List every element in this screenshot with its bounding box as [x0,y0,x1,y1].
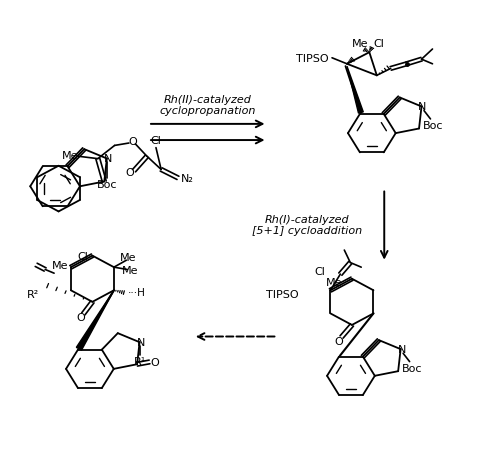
Text: Cl: Cl [314,267,325,277]
Text: ···H: ···H [128,288,146,298]
Text: R²: R² [26,290,39,300]
Text: Cl: Cl [150,136,162,146]
Text: Me: Me [326,279,343,288]
Text: Me: Me [120,253,136,263]
Text: R¹: R¹ [134,357,145,366]
Text: Boc: Boc [422,121,443,131]
Text: Boc: Boc [402,364,422,373]
Text: Me: Me [62,151,78,161]
Polygon shape [76,290,114,350]
Text: TIPSO: TIPSO [266,290,298,300]
Polygon shape [347,66,364,113]
Text: O: O [126,168,134,178]
Text: Cl: Cl [374,39,384,49]
Text: N: N [418,102,426,112]
Text: Cl: Cl [77,252,88,262]
Text: N₂: N₂ [180,174,194,184]
Text: Me: Me [352,39,368,49]
Text: N: N [104,154,112,164]
Text: Rh(I)-catalyzed
[5+1] cycloaddition: Rh(I)-catalyzed [5+1] cycloaddition [252,215,362,236]
Text: Me: Me [122,266,138,276]
Text: Boc: Boc [96,180,117,190]
Text: Me: Me [52,261,68,271]
Text: O: O [76,313,85,324]
Text: O: O [150,358,159,368]
Text: TIPSO: TIPSO [296,54,328,64]
Text: O: O [128,137,138,146]
Text: O: O [334,337,344,346]
Text: Rh(II)-catalyzed
cyclopropanation: Rh(II)-catalyzed cyclopropanation [160,94,256,116]
Text: N: N [136,338,145,348]
Text: N: N [398,345,406,355]
